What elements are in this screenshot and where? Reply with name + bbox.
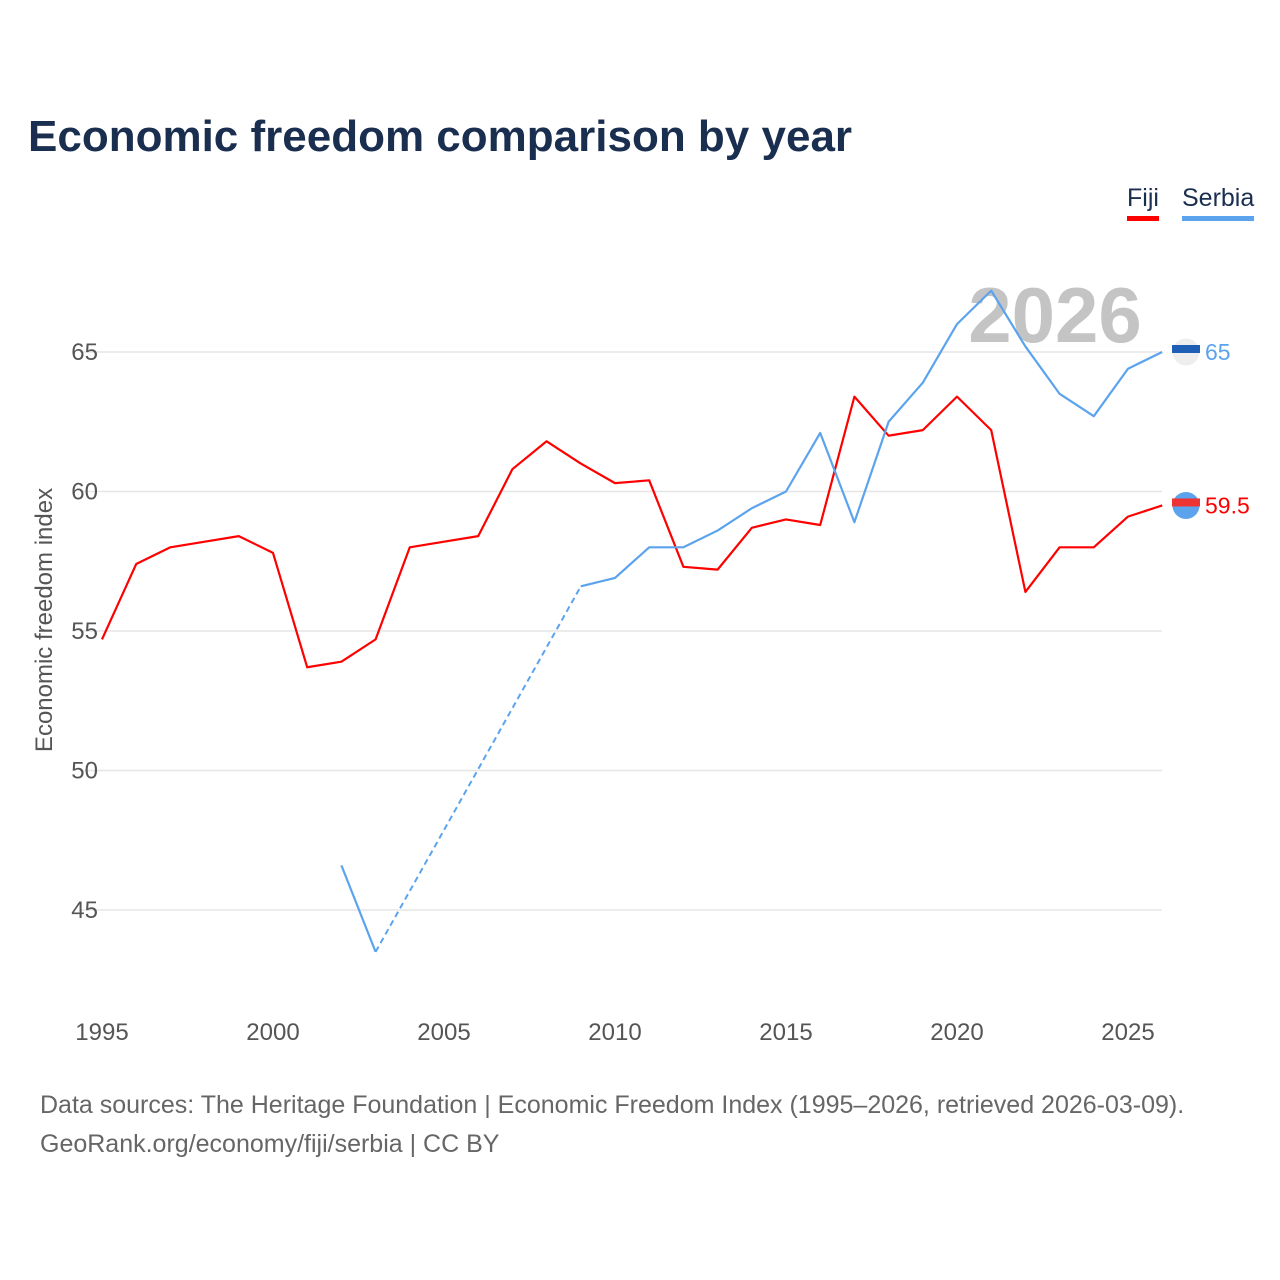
y-axis-label: Economic freedom index	[31, 488, 58, 752]
flag-stripe	[1172, 345, 1200, 353]
attribution-text: GeoRank.org/economy/fiji/serbia | CC BY	[40, 1130, 500, 1158]
legend-serbia[interactable]: Serbia	[1182, 184, 1255, 221]
legend-fiji[interactable]: Fiji	[1127, 184, 1159, 221]
x-tick-label: 2010	[588, 1019, 641, 1046]
flag-stripe	[1172, 498, 1200, 507]
series-line-fiji	[100, 395, 1163, 669]
source-text: Data sources: The Heritage Foundation | …	[40, 1091, 1185, 1119]
footer: Data sources: The Heritage Foundation | …	[40, 1086, 1184, 1164]
y-tick-label: 50	[71, 758, 98, 785]
y-tick-label: 60	[71, 479, 98, 506]
gap-line-serbia	[374, 585, 582, 953]
x-tick-label: 2005	[417, 1019, 470, 1046]
y-tick-label: 45	[71, 897, 98, 924]
series-line-serbia	[340, 864, 377, 953]
x-tick-label: 2020	[930, 1019, 983, 1046]
chart-title: Economic freedom comparison by year	[28, 112, 853, 161]
year-watermark: 2026	[968, 271, 1142, 359]
x-tick-label: 2015	[759, 1019, 812, 1046]
x-tick-label: 1995	[75, 1019, 128, 1046]
end-label-fiji: 59.5	[1205, 492, 1250, 518]
end-label-serbia: 65	[1205, 339, 1231, 365]
x-tick-label: 2000	[246, 1019, 299, 1046]
y-tick-label: 65	[71, 339, 98, 366]
series-line-serbia	[580, 289, 1163, 588]
x-tick-label: 2025	[1101, 1019, 1154, 1046]
y-tick-label: 55	[71, 618, 98, 645]
